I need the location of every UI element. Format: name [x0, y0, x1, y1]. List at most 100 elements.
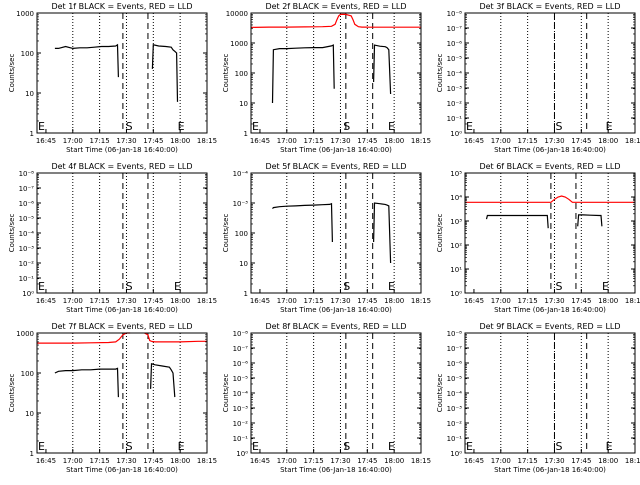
x-tick-label: 16:45: [36, 137, 56, 145]
y-axis-label: Counts/sec: [8, 54, 16, 93]
y-tick-label: 10⁻²: [447, 420, 463, 428]
marker-label: E: [178, 440, 185, 453]
y-axis-label: Counts/sec: [222, 214, 230, 253]
x-tick-label: 17:45: [357, 297, 377, 305]
x-tick-label: 17:30: [544, 297, 564, 305]
marker-label: S: [126, 440, 133, 453]
y-tick-label: 10⁻²: [233, 420, 249, 428]
x-tick-label: 18:15: [411, 137, 431, 145]
plot-title: Det 4f BLACK = Events, RED = LLD: [51, 162, 192, 171]
x-tick-label: 17:00: [63, 457, 83, 465]
y-tick-label: 10⁰: [22, 290, 34, 298]
marker-label: E: [606, 120, 613, 133]
y-tick-label: 1000: [230, 40, 248, 48]
y-tick-label: 100: [235, 70, 248, 78]
x-tick-label: 17:45: [571, 297, 591, 305]
marker-label: E: [466, 120, 473, 133]
y-tick-label: 1: [244, 290, 248, 298]
lld-series-line: [37, 332, 131, 344]
marker-label: E: [388, 120, 395, 133]
events-series-line: [150, 363, 176, 398]
marker-label: S: [126, 120, 133, 133]
y-axis-label: Counts/sec: [8, 214, 16, 253]
x-tick-label: 18:00: [598, 297, 618, 305]
x-tick-label: 17:30: [544, 457, 564, 465]
marker-label: S: [126, 280, 133, 293]
y-tick-label: 10: [239, 260, 248, 268]
x-tick-label: 18:15: [411, 297, 431, 305]
y-tick-label: 10⁴: [450, 194, 462, 202]
marker-label: E: [602, 280, 609, 293]
x-tick-label: 17:15: [518, 137, 538, 145]
x-tick-label: 17:00: [277, 297, 297, 305]
x-tick-label: 17:30: [116, 137, 136, 145]
x-tick-label: 17:45: [571, 457, 591, 465]
x-tick-label: 18:15: [197, 137, 217, 145]
x-tick-label: 16:45: [36, 297, 56, 305]
y-tick-label: 10: [25, 90, 34, 98]
y-tick-label: 10⁻⁴: [447, 390, 463, 398]
y-tick-label: 10¹: [450, 266, 462, 274]
y-axis-label: Counts/sec: [436, 214, 444, 253]
plot-title: Det 2f BLACK = Events, RED = LLD: [265, 2, 406, 11]
y-tick-label: 10⁻⁵: [447, 375, 463, 383]
y-axis-label: Counts/sec: [8, 374, 16, 413]
x-tick-label: 17:15: [90, 297, 110, 305]
plot-frame: [464, 172, 636, 294]
y-tick-label: 1: [30, 130, 34, 138]
x-tick-label: 18:15: [411, 457, 431, 465]
marker-label: E: [38, 440, 45, 453]
x-tick-label: 18:00: [384, 297, 404, 305]
lld-series-line: [465, 195, 635, 203]
x-tick-label: 17:30: [544, 137, 564, 145]
y-tick-label: 10⁻¹: [19, 275, 35, 283]
x-tick-label: 18:00: [384, 137, 404, 145]
marker-label: E: [174, 280, 181, 293]
x-tick-label: 17:00: [277, 457, 297, 465]
x-tick-label: 17:15: [304, 457, 324, 465]
y-tick-label: 1: [30, 450, 34, 458]
x-axis-label: Start Time (06-Jan-18 16:40:00): [66, 306, 178, 314]
y-axis-label: Counts/sec: [222, 374, 230, 413]
events-series-line: [54, 43, 119, 78]
y-tick-label: 10⁰: [236, 450, 248, 458]
y-axis-label: Counts/sec: [436, 54, 444, 93]
y-tick-label: 10⁻⁴: [19, 230, 35, 238]
plot-frame: [36, 332, 208, 454]
y-tick-label: 10⁻⁶: [233, 360, 249, 368]
plot-title: Det 6f BLACK = Events, RED = LLD: [479, 162, 620, 171]
y-tick-label: 10⁻³: [233, 405, 249, 413]
x-tick-label: 17:15: [518, 297, 538, 305]
x-tick-label: 17:15: [304, 137, 324, 145]
x-tick-label: 18:00: [384, 457, 404, 465]
y-tick-label: 10⁻⁶: [447, 40, 463, 48]
marker-label: E: [252, 440, 259, 453]
marker-label: S: [343, 120, 350, 133]
marker-label: E: [38, 120, 45, 133]
y-tick-label: 10⁰: [450, 290, 462, 298]
x-tick-label: 17:00: [491, 457, 511, 465]
x-tick-label: 17:30: [330, 297, 350, 305]
y-tick-label: 10000: [226, 10, 248, 18]
x-tick-label: 17:45: [571, 137, 591, 145]
x-tick-label: 18:15: [197, 297, 217, 305]
x-tick-label: 17:45: [143, 457, 163, 465]
x-tick-label: 17:00: [491, 297, 511, 305]
plot-title: Det 1f BLACK = Events, RED = LLD: [51, 2, 192, 11]
x-tick-label: 17:15: [518, 457, 538, 465]
x-tick-label: 17:45: [357, 457, 377, 465]
marker-label: E: [178, 120, 185, 133]
y-tick-label: 10⁻⁴: [447, 70, 463, 78]
x-tick-label: 17:30: [116, 297, 136, 305]
y-tick-label: 10⁻³: [447, 405, 463, 413]
y-tick-label: 10⁻⁵: [19, 215, 35, 223]
y-tick-label: 1: [244, 130, 248, 138]
x-tick-label: 16:45: [464, 457, 484, 465]
x-tick-label: 16:45: [250, 137, 270, 145]
y-tick-label: 10⁻³: [19, 245, 35, 253]
y-tick-label: 10⁻⁸: [233, 330, 249, 338]
y-tick-label: 10⁻⁴: [233, 390, 249, 398]
y-tick-label: 10⁻¹: [233, 435, 249, 443]
x-axis-label: Start Time (06-Jan-18 16:40:00): [66, 146, 178, 154]
